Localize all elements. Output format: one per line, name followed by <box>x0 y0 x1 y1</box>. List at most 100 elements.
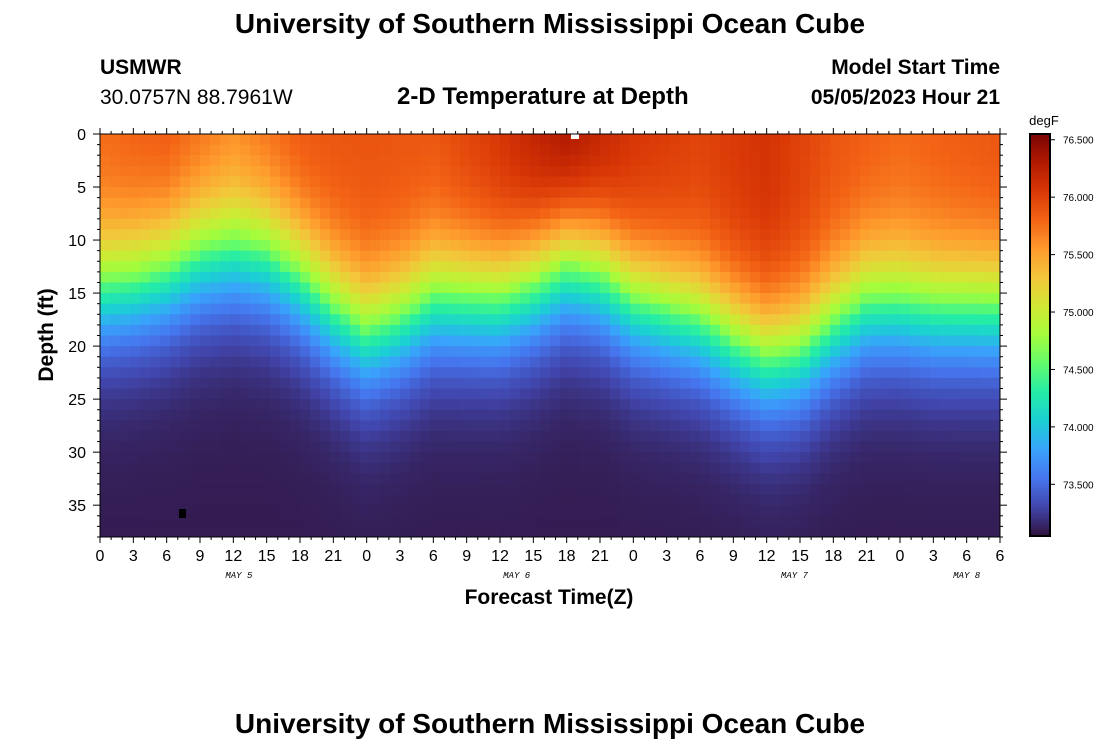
heatmap-cell <box>500 399 511 411</box>
heatmap-cell <box>440 324 451 337</box>
heatmap-cell <box>190 271 201 284</box>
heatmap-cell <box>620 176 631 188</box>
heatmap-cell <box>690 176 701 188</box>
heatmap-cell <box>600 399 611 411</box>
heatmap-cell <box>940 388 951 400</box>
heatmap-cell <box>560 324 571 337</box>
heatmap-cell <box>680 218 691 231</box>
heatmap-cell <box>610 324 621 337</box>
heatmap-cell <box>130 462 141 474</box>
heatmap-cell <box>290 388 301 400</box>
heatmap-cell <box>190 462 201 474</box>
heatmap-cell <box>870 473 881 485</box>
heatmap-cell <box>770 187 781 199</box>
heatmap-cell <box>780 218 791 231</box>
heatmap-cell <box>550 346 561 358</box>
heatmap-cell <box>900 240 911 252</box>
heatmap-cell <box>330 176 341 188</box>
heatmap-cell <box>700 377 711 390</box>
heatmap-cell <box>140 218 151 231</box>
heatmap-cell <box>430 197 441 209</box>
heatmap-cell <box>930 144 941 156</box>
heatmap-cell <box>970 197 981 209</box>
heatmap-cell <box>830 526 841 537</box>
heatmap-cell <box>860 324 871 337</box>
heatmap-cell <box>120 526 131 537</box>
heatmap-cell <box>490 430 501 443</box>
heatmap-cell <box>850 134 861 146</box>
heatmap-cell <box>480 240 491 252</box>
heatmap-cell <box>980 134 991 146</box>
heatmap-cell <box>170 282 181 294</box>
heatmap-cell <box>650 240 661 252</box>
heatmap-cell <box>470 505 481 517</box>
heatmap-cell <box>310 377 321 390</box>
heatmap-cell <box>150 377 161 390</box>
heatmap-cell <box>330 293 341 305</box>
heatmap-cell <box>220 441 231 453</box>
heatmap-cell <box>220 409 231 421</box>
heatmap-cell <box>640 165 651 178</box>
heatmap-cell <box>770 462 781 474</box>
heatmap-cell <box>310 452 321 464</box>
heatmap-cell <box>310 441 321 453</box>
heatmap-cell <box>840 526 851 537</box>
heatmap-cell <box>750 155 761 167</box>
heatmap-cell <box>960 187 971 199</box>
heatmap-cell <box>920 452 931 464</box>
heatmap-cell <box>320 303 331 315</box>
heatmap-cell <box>960 261 971 273</box>
heatmap-cell <box>270 399 281 411</box>
heatmap-cell <box>990 229 1000 241</box>
heatmap-cell <box>910 473 921 485</box>
heatmap-cell <box>570 346 581 358</box>
heatmap-cell <box>260 462 271 474</box>
heatmap-cell <box>230 155 241 167</box>
heatmap-cell <box>270 420 281 432</box>
heatmap-cell <box>420 346 431 358</box>
heatmap-cell <box>850 240 861 252</box>
heatmap-cell <box>450 282 461 294</box>
heatmap-cell <box>910 483 921 496</box>
heatmap-cell <box>260 388 271 400</box>
heatmap-cell <box>800 324 811 337</box>
heatmap-cell <box>160 218 171 231</box>
heatmap-cell <box>720 165 731 178</box>
heatmap-cell <box>380 187 391 199</box>
heatmap-cell <box>810 526 821 537</box>
heatmap-cell <box>950 473 961 485</box>
heatmap-cell <box>960 494 971 506</box>
heatmap-cell <box>450 208 461 220</box>
heatmap-cell <box>750 505 761 517</box>
heatmap-cell <box>920 377 931 390</box>
heatmap-cell <box>840 494 851 506</box>
heatmap-cell <box>500 367 511 379</box>
heatmap-cell <box>320 483 331 496</box>
heatmap-cell <box>690 155 701 167</box>
heatmap-cell <box>690 409 701 421</box>
heatmap-cell <box>340 218 351 231</box>
heatmap-cell <box>130 229 141 241</box>
heatmap-cell <box>720 388 731 400</box>
heatmap-cell <box>470 367 481 379</box>
heatmap-cell <box>800 515 811 527</box>
heatmap-cell <box>880 335 891 347</box>
heatmap-cell <box>570 377 581 390</box>
heatmap-cell <box>160 494 171 506</box>
heatmap-cell <box>910 187 921 199</box>
heatmap-cell <box>660 293 671 305</box>
heatmap-cell <box>550 505 561 517</box>
heatmap-cell <box>280 420 291 432</box>
heatmap-cell <box>830 377 841 390</box>
heatmap-cell <box>130 388 141 400</box>
heatmap-cell <box>320 441 331 453</box>
heatmap-cell <box>710 473 721 485</box>
heatmap-cell <box>960 526 971 537</box>
heatmap-cell <box>620 515 631 527</box>
heatmap-cell <box>690 165 701 178</box>
heatmap-cell <box>630 441 641 453</box>
heatmap-cell <box>390 399 401 411</box>
heatmap-cell <box>280 208 291 220</box>
heatmap-cell <box>460 452 471 464</box>
heatmap-cell <box>950 483 961 496</box>
